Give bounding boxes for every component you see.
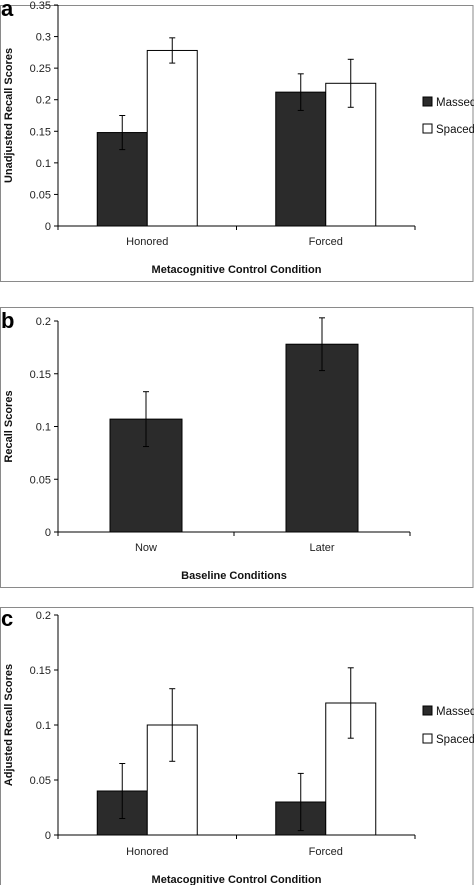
bar <box>146 49 198 227</box>
bar <box>275 91 327 227</box>
y-tick-label: 0.1 <box>36 158 51 170</box>
y-tick-label: 0.2 <box>36 95 51 107</box>
chart-frame <box>0 5 474 282</box>
x-tick-label: Honored <box>126 846 168 858</box>
y-tick-label: 0 <box>45 830 51 842</box>
y-axis-title: Unadjusted Recall Scores <box>3 48 15 183</box>
y-tick-label: 0.2 <box>36 610 51 622</box>
y-tick-label: 0 <box>45 221 51 233</box>
panel-letter: a <box>1 0 14 21</box>
panel-letter: b <box>1 308 14 333</box>
legend-swatch <box>422 705 433 716</box>
x-tick-label: Forced <box>309 846 343 858</box>
x-tick-label: Later <box>309 542 334 554</box>
chart-panel-b: b 0 0.05 0.1 0.15 0.2 Now Later Recall Scores Bas… <box>0 307 474 588</box>
legend-swatch <box>422 96 433 107</box>
legend-swatch <box>422 123 433 134</box>
x-tick-label: Honored <box>126 236 168 248</box>
y-tick-label: 0.1 <box>36 422 51 434</box>
y-tick-label: 0.05 <box>30 775 51 787</box>
y-tick-label: 0.25 <box>30 63 51 75</box>
y-tick-label: 0.15 <box>30 665 51 677</box>
legend-label: Massed <box>436 706 474 718</box>
y-tick-label: 0.1 <box>36 720 51 732</box>
x-axis-title: Baseline Conditions <box>181 570 287 582</box>
x-tick-label: Forced <box>309 236 343 248</box>
bar <box>285 343 359 533</box>
y-tick-label: 0.05 <box>30 189 51 201</box>
chart-panel-a: a 0 0.05 0.1 0.15 0.2 0.25 0.3 0.35 Honored Forced… <box>0 0 474 282</box>
x-axis-title: Metacognitive Control Condition <box>152 264 322 276</box>
y-tick-label: 0.05 <box>30 474 51 486</box>
y-tick-label: 0.3 <box>36 32 51 44</box>
legend-label: Spaced <box>436 124 474 136</box>
x-tick-label: Now <box>135 542 157 554</box>
y-axis-title: Adjusted Recall Scores <box>3 664 15 786</box>
legend: Massed Spaced <box>422 96 474 136</box>
y-tick-label: 0 <box>45 527 51 539</box>
x-axis-title: Metacognitive Control Condition <box>152 874 322 885</box>
legend-label: Spaced <box>436 734 474 746</box>
legend-swatch <box>422 733 433 744</box>
y-tick-label: 0.2 <box>36 316 51 328</box>
chart-frame <box>0 607 474 885</box>
chart-panel-c: c 0 0.05 0.1 0.15 0.2 Honored Forced Adjusted Re… <box>0 606 474 885</box>
y-tick-label: 0.15 <box>30 369 51 381</box>
legend: Massed Spaced <box>422 705 474 746</box>
panel-letter: c <box>1 606 13 631</box>
legend-label: Massed <box>436 97 474 109</box>
y-tick-label: 0.15 <box>30 126 51 138</box>
y-tick-label: 0.35 <box>30 0 51 12</box>
chart-frame <box>0 307 474 588</box>
y-axis-title: Recall Scores <box>3 390 15 462</box>
